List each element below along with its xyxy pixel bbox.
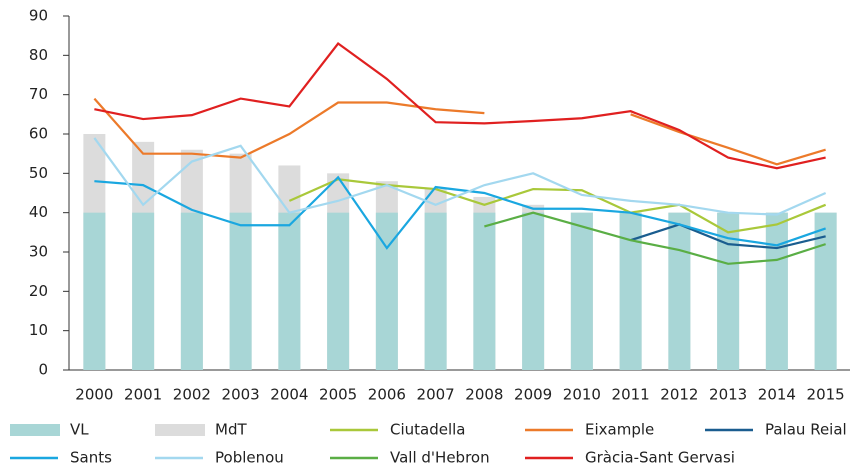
bar [278,212,301,370]
y-tick-label: 40 [29,203,48,221]
legend-label: Poblenou [215,449,284,467]
bar [132,212,155,370]
line [93,137,827,216]
bar [717,212,740,370]
x-tick-label: 2012 [660,386,698,404]
bar [619,212,642,370]
x-tick-label: 2005 [319,386,357,404]
legend-label: Gràcia-Sant Gervasi [585,449,735,467]
line [94,42,826,170]
y-tick-label: 60 [29,125,48,143]
legend-label: Ciutadella [390,421,466,439]
x-tick-label: 2006 [368,386,406,404]
legend-label: VL [70,421,89,439]
bar [522,212,545,370]
legend-label: Sants [70,449,112,467]
y-tick-label: 0 [38,361,48,379]
x-tick-label: 2013 [709,386,747,404]
x-tick-label: 2015 [807,386,845,404]
x-tick-label: 2000 [75,386,113,404]
line [630,223,826,250]
x-tick-label: 2002 [173,386,211,404]
bar [375,212,398,370]
line [94,175,826,250]
x-tick-label: 2007 [417,386,455,404]
x-tick-label: 2010 [563,386,601,404]
line [288,178,827,234]
x-tick-label: 2004 [270,386,308,404]
bar [473,212,496,370]
line [484,211,826,265]
x-tick-label: 2011 [612,386,650,404]
legend-label: Eixample [585,421,654,439]
y-tick-label: 10 [29,321,48,339]
x-tick-label: 2014 [758,386,796,404]
bar [814,212,837,370]
y-tick-label: 90 [29,7,48,25]
bar [424,212,447,370]
bar [180,212,203,370]
x-tick-label: 2009 [514,386,552,404]
legend-label: Vall d'Hebron [390,449,490,467]
x-tick-label: 2003 [222,386,260,404]
line [93,97,826,166]
x-tick-label: 2001 [124,386,162,404]
bar [668,212,691,370]
bar [570,212,593,370]
y-tick-label: 80 [29,46,48,64]
y-tick-label: 70 [29,85,48,103]
x-tick-label: 2008 [465,386,503,404]
y-tick-label: 50 [29,164,48,182]
bar [765,212,788,370]
bar [327,212,350,370]
legend-swatch [10,424,60,436]
legend-label: Palau Reial [765,421,847,439]
legend-swatch [155,424,205,436]
y-tick-label: 30 [29,243,48,261]
bar [229,212,252,370]
bar [83,212,106,370]
y-tick-label: 20 [29,282,48,300]
legend-label: MdT [215,421,247,439]
